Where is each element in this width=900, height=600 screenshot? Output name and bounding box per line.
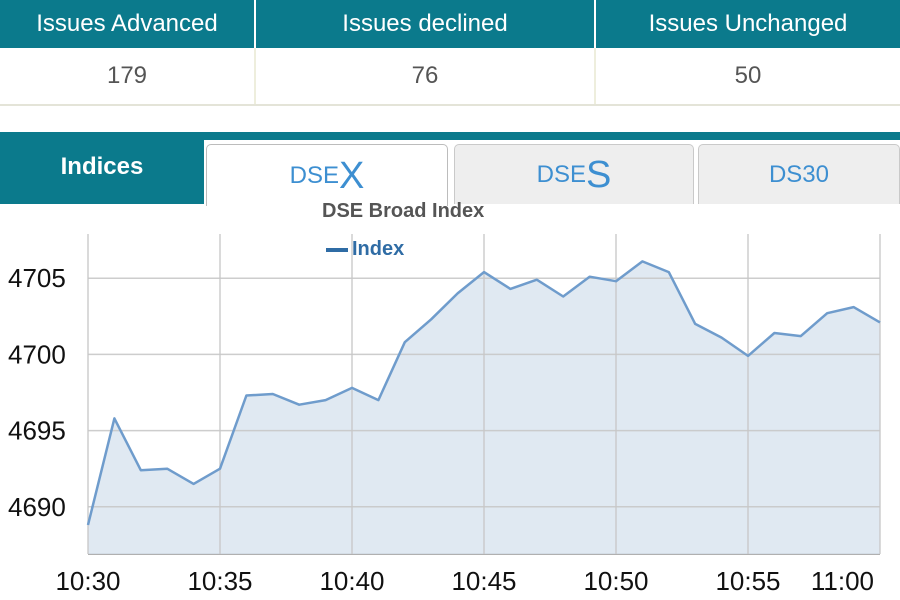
issues-advanced-header: Issues Advanced: [36, 10, 218, 37]
index-data-point: [297, 403, 301, 407]
tab-bar-top-border: [0, 132, 900, 140]
y-tick-label: 4700: [8, 339, 66, 369]
index-data-point: [588, 275, 592, 279]
index-data-point: [482, 270, 486, 274]
x-tick-label: 10:30: [55, 566, 120, 596]
chart-title: DSE Broad Index: [322, 200, 485, 222]
index-data-point: [799, 334, 803, 338]
issues-unchanged-value: 50: [594, 48, 900, 104]
index-data-point: [508, 287, 512, 291]
index-data-point: [667, 270, 671, 274]
index-series-line: [86, 260, 881, 526]
indices-tab-bar: Indices DSE X DSE S DS30: [0, 132, 900, 206]
x-tick-label: 10:50: [583, 566, 648, 596]
index-data-point: [244, 394, 248, 398]
x-tick-label: 10:40: [319, 566, 384, 596]
tab-dses-prefix: DSE: [536, 160, 586, 188]
index-data-point: [192, 482, 196, 486]
index-data-point: [878, 320, 882, 324]
index-data-point: [429, 317, 433, 321]
x-tick-label: 11:00: [811, 566, 874, 596]
tab-ds30[interactable]: DS30: [698, 144, 900, 204]
index-data-point: [640, 259, 644, 263]
tab-dsex-prefix: DSE: [289, 161, 339, 189]
issues-value-row: 179 76 50: [0, 48, 900, 106]
chart-legend[interactable]: Index: [326, 238, 404, 261]
dse-broad-index-chart: 4690 4695 4700 4705 10:30 10:35 10:40 10:45 10:5…: [0, 196, 900, 600]
index-data-point: [772, 331, 776, 335]
y-tick-label: 4705: [8, 263, 66, 293]
index-data-point: [693, 322, 697, 326]
index-data-point: [218, 467, 222, 471]
tab-dsex-suffix: X: [339, 154, 365, 197]
index-data-point: [165, 467, 169, 471]
index-data-point: [852, 305, 856, 309]
y-tick-label: 4695: [8, 416, 66, 446]
issues-advanced-value: 179: [0, 48, 254, 104]
issues-declined-header: Issues declined: [254, 0, 594, 48]
index-data-point: [535, 278, 539, 282]
issues-summary-table: Issues Advanced Issues declined Issues U…: [0, 0, 900, 106]
index-data-point: [825, 311, 829, 315]
index-data-point: [86, 523, 90, 527]
index-data-point: [139, 468, 143, 472]
tab-ds30-label: DS30: [768, 160, 830, 188]
index-data-point: [350, 386, 354, 390]
indices-section-label: Indices: [0, 140, 204, 194]
tab-dses[interactable]: DSE S: [454, 144, 694, 204]
issues-unchanged-header: Issues Unchanged: [594, 0, 900, 48]
x-tick-label: 10:55: [715, 566, 780, 596]
issues-header-row: Issues Advanced Issues declined Issues U…: [0, 0, 900, 48]
x-tick-label: 10:45: [451, 566, 516, 596]
x-tick-label: 10:35: [187, 566, 252, 596]
index-data-point: [271, 392, 275, 396]
chart-plot-area: 4690 4695 4700 4705 10:30 10:35 10:40 10:45 10:5…: [8, 234, 882, 596]
tab-dsex[interactable]: DSE X: [206, 144, 448, 206]
index-data-point: [561, 294, 565, 298]
index-data-point: [112, 416, 116, 420]
index-data-point: [324, 398, 328, 402]
index-data-point: [456, 291, 460, 295]
y-tick-label: 4690: [8, 492, 66, 522]
legend-swatch: [326, 247, 348, 252]
tab-dses-suffix: S: [586, 153, 612, 196]
indices-label-underline: [0, 194, 204, 204]
index-data-point: [403, 340, 407, 344]
index-data-point: [720, 336, 724, 340]
index-data-point: [746, 354, 750, 358]
issues-declined-value: 76: [254, 48, 594, 104]
legend-label-index: Index: [352, 238, 405, 260]
index-data-point: [614, 279, 618, 283]
index-data-point: [376, 398, 380, 402]
